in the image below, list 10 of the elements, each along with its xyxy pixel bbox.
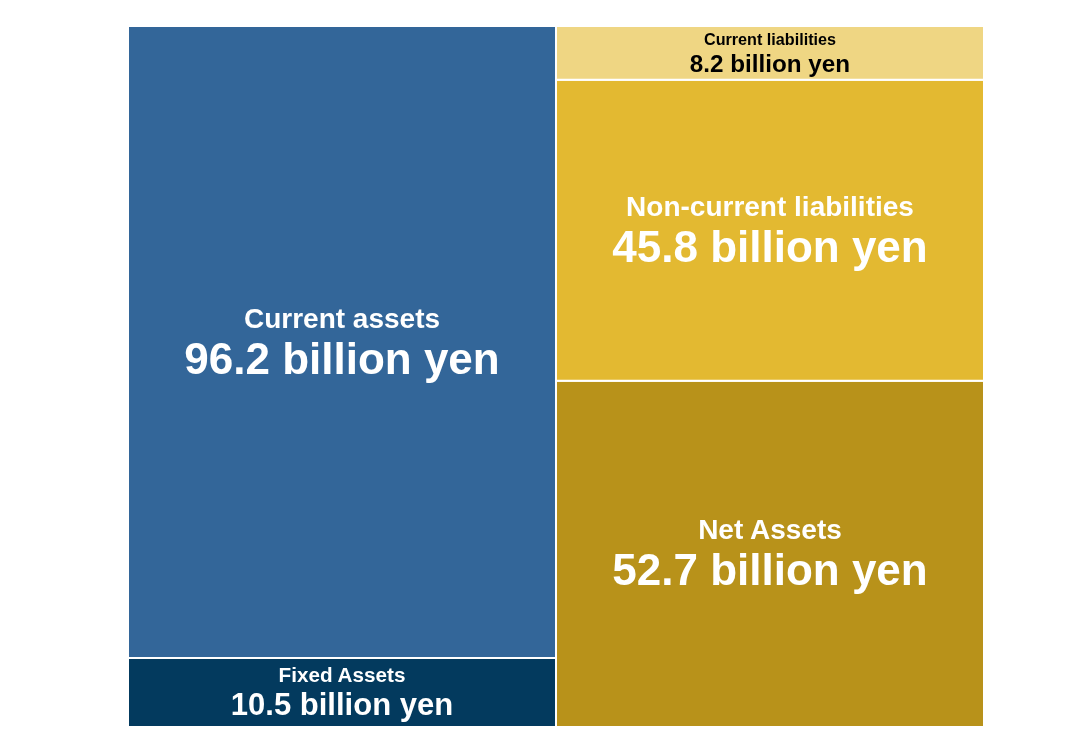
data-label: 45.8 billion yen xyxy=(612,221,928,271)
data-label: 52.7 billion yen xyxy=(612,545,928,595)
series-label: Non-current liabilities xyxy=(626,190,914,222)
series-label: Current assets xyxy=(243,302,441,334)
data-label: 96.2 billion yen xyxy=(184,333,500,383)
data-label: 8.2 billion yen xyxy=(689,49,851,77)
series-label: Current liabilities xyxy=(704,29,836,48)
data-label: 10.5 billion yen xyxy=(230,687,454,723)
series-label: Net Assets xyxy=(698,514,842,546)
series-label: Fixed Assets xyxy=(278,663,406,687)
